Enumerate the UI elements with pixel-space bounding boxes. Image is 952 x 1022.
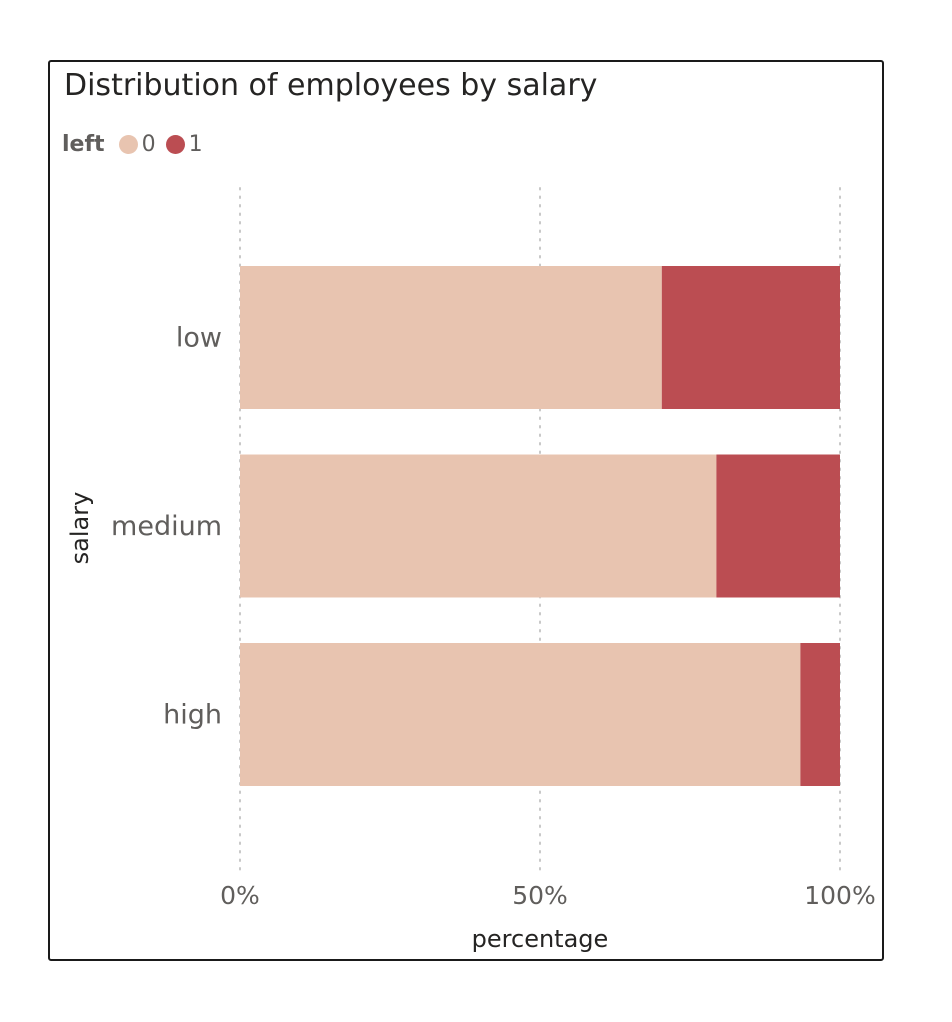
legend-label-1: 1 [188,132,203,157]
x-tick-label-2: 100% [804,881,875,910]
bar-low-left-0[interactable] [240,266,662,409]
category-label-medium: medium [111,511,222,542]
legend-item-0[interactable]: 0 [118,132,156,157]
legend-dot-0 [118,135,138,154]
bar-high-left-0[interactable] [240,643,801,786]
x-axis-title: percentage [472,925,609,953]
category-label-low: low [176,323,222,354]
legend-title: left [62,132,105,157]
category-label-high: high [163,700,222,731]
bar-low-left-1[interactable] [661,266,840,409]
bar-high-left-1[interactable] [800,643,840,786]
legend-dot-1 [165,135,185,154]
x-tick-label-1: 50% [512,881,568,910]
bar-medium-left-0[interactable] [240,454,717,598]
legend: left 0 1 [62,132,213,157]
legend-label-0: 0 [141,132,156,157]
chart-title: Distribution of employees by salary [64,68,598,103]
x-tick-label-0: 0% [220,881,260,910]
bar-medium-left-1[interactable] [716,454,840,598]
y-axis-title: salary [66,492,94,565]
legend-item-1[interactable]: 1 [165,132,203,157]
